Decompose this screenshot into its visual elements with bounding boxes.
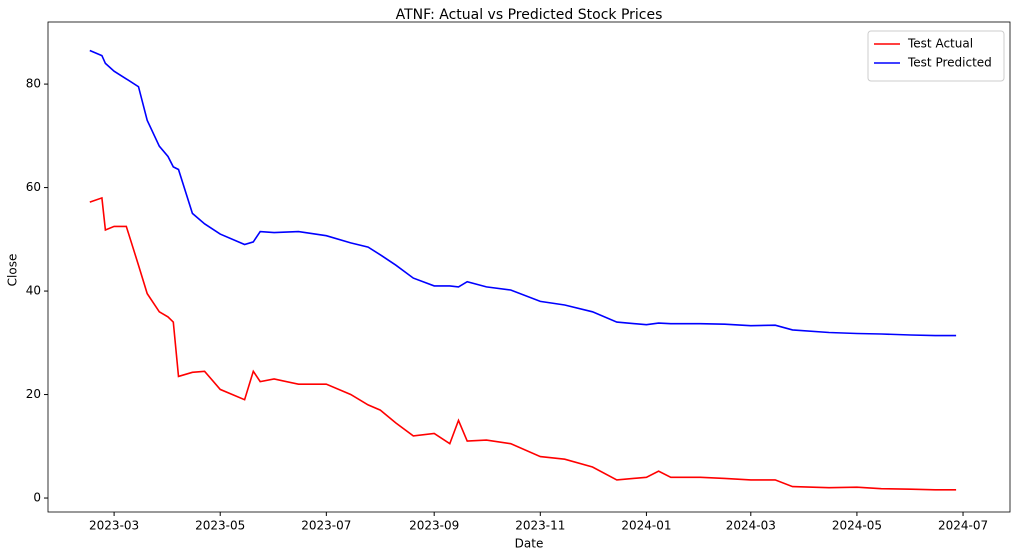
data-line bbox=[89, 196, 957, 491]
y-tick-label: 80 bbox=[26, 77, 41, 91]
x-tick-label: 2023-07 bbox=[301, 519, 351, 533]
y-axis-label: Close bbox=[6, 254, 20, 287]
x-tick-label: 2023-11 bbox=[515, 519, 565, 533]
chart-title: ATNF: Actual vs Predicted Stock Prices bbox=[396, 7, 663, 23]
plot-frame bbox=[47, 21, 1011, 513]
x-tick-label: 2024-03 bbox=[726, 519, 776, 533]
y-tick-label: 20 bbox=[26, 387, 41, 401]
y-tick-label: 0 bbox=[33, 491, 41, 505]
legend-label: Test Actual bbox=[907, 37, 973, 51]
y-tick-label: 40 bbox=[26, 284, 41, 298]
x-tick-label: 2023-09 bbox=[409, 519, 459, 533]
legend-label: Test Predicted bbox=[907, 56, 992, 70]
x-axis-label: Date bbox=[515, 537, 544, 551]
x-tick-label: 2023-05 bbox=[195, 519, 245, 533]
y-tick-label: 60 bbox=[26, 180, 41, 194]
x-tick-label: 2024-05 bbox=[832, 519, 882, 533]
x-tick-label: 2023-03 bbox=[89, 519, 139, 533]
x-tick-label: 2024-01 bbox=[621, 519, 671, 533]
data-line bbox=[89, 49, 957, 337]
x-tick-label: 2024-07 bbox=[938, 519, 988, 533]
legend-box bbox=[867, 30, 1005, 82]
